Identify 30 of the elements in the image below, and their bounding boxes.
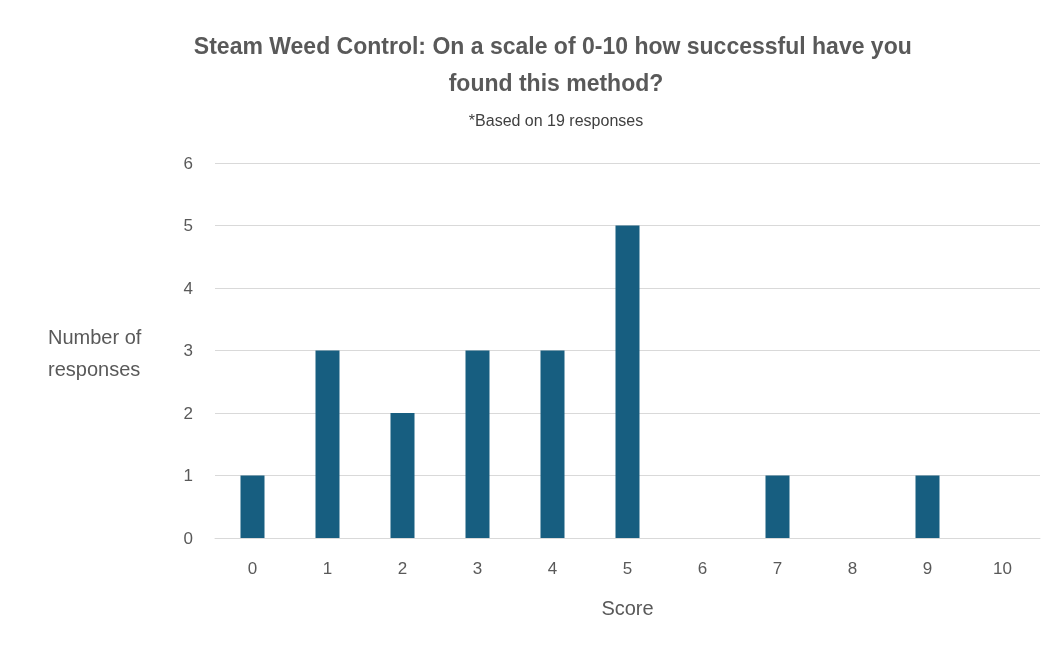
x-tick-label: 7	[772, 559, 783, 578]
bar	[765, 475, 790, 538]
x-tick-label: 0	[247, 559, 258, 578]
x-tick-label: 6	[697, 559, 708, 578]
bar	[240, 475, 265, 538]
chart-title: Steam Weed Control: On a scale of 0-10 how successful have you found this method?	[193, 32, 919, 96]
chart-subtitle: *Based on 19 responses	[468, 111, 644, 129]
y-tick-label: 4	[183, 278, 193, 298]
y-tick-label: 6	[183, 153, 193, 173]
x-tick-label: 1	[322, 559, 333, 578]
bar	[315, 350, 340, 538]
x-tick-label: 2	[397, 559, 408, 578]
x-axis-title: Score	[601, 597, 654, 619]
bar	[390, 413, 415, 538]
y-axis-title: Number of responses	[48, 326, 147, 380]
bar	[615, 225, 640, 538]
x-tick-label: 9	[922, 559, 933, 578]
y-tick-label: 3	[183, 341, 193, 360]
x-tick-label: 4	[547, 559, 558, 578]
x-tick-label: 8	[847, 559, 858, 578]
bar	[540, 350, 565, 538]
y-tick-label: 1	[183, 466, 193, 485]
bar	[915, 475, 940, 538]
y-tick-label: 0	[183, 528, 193, 548]
y-tick-label: 5	[183, 216, 193, 235]
x-tick-label: 10	[993, 559, 1012, 578]
y-tick-label: 2	[183, 403, 193, 423]
x-tick-label: 3	[472, 559, 483, 578]
x-tick-label: 5	[622, 559, 633, 578]
bar	[465, 350, 490, 538]
